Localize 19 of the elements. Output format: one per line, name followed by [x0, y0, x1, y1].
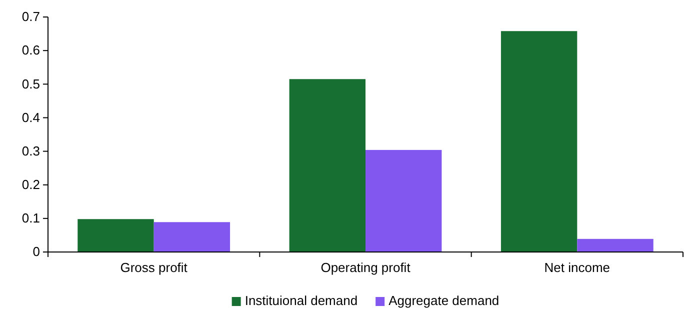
x-tick-label: Gross profit	[120, 260, 188, 275]
y-tick-label: 0.2	[22, 177, 40, 192]
y-tick-label: 0.5	[22, 76, 40, 92]
bar	[154, 222, 230, 252]
bar	[577, 238, 654, 252]
x-tick-label: Net income	[544, 260, 610, 275]
y-tick-label: 0.1	[22, 210, 40, 226]
y-tick-label: 0	[32, 244, 40, 260]
y-tick-label: 0.4	[22, 110, 40, 125]
y-tick-label: 0.3	[22, 143, 40, 158]
bar	[500, 31, 578, 252]
legend-label: Instituional demand	[244, 293, 358, 308]
bar	[78, 219, 154, 252]
y-tick-label: 0.7	[22, 9, 40, 24]
bar	[366, 150, 442, 252]
bar	[289, 79, 366, 252]
y-tick-label: 0.6	[22, 42, 40, 58]
x-tick-label: Operating profit	[320, 260, 411, 275]
legend-label: Aggregate demand	[388, 293, 500, 308]
